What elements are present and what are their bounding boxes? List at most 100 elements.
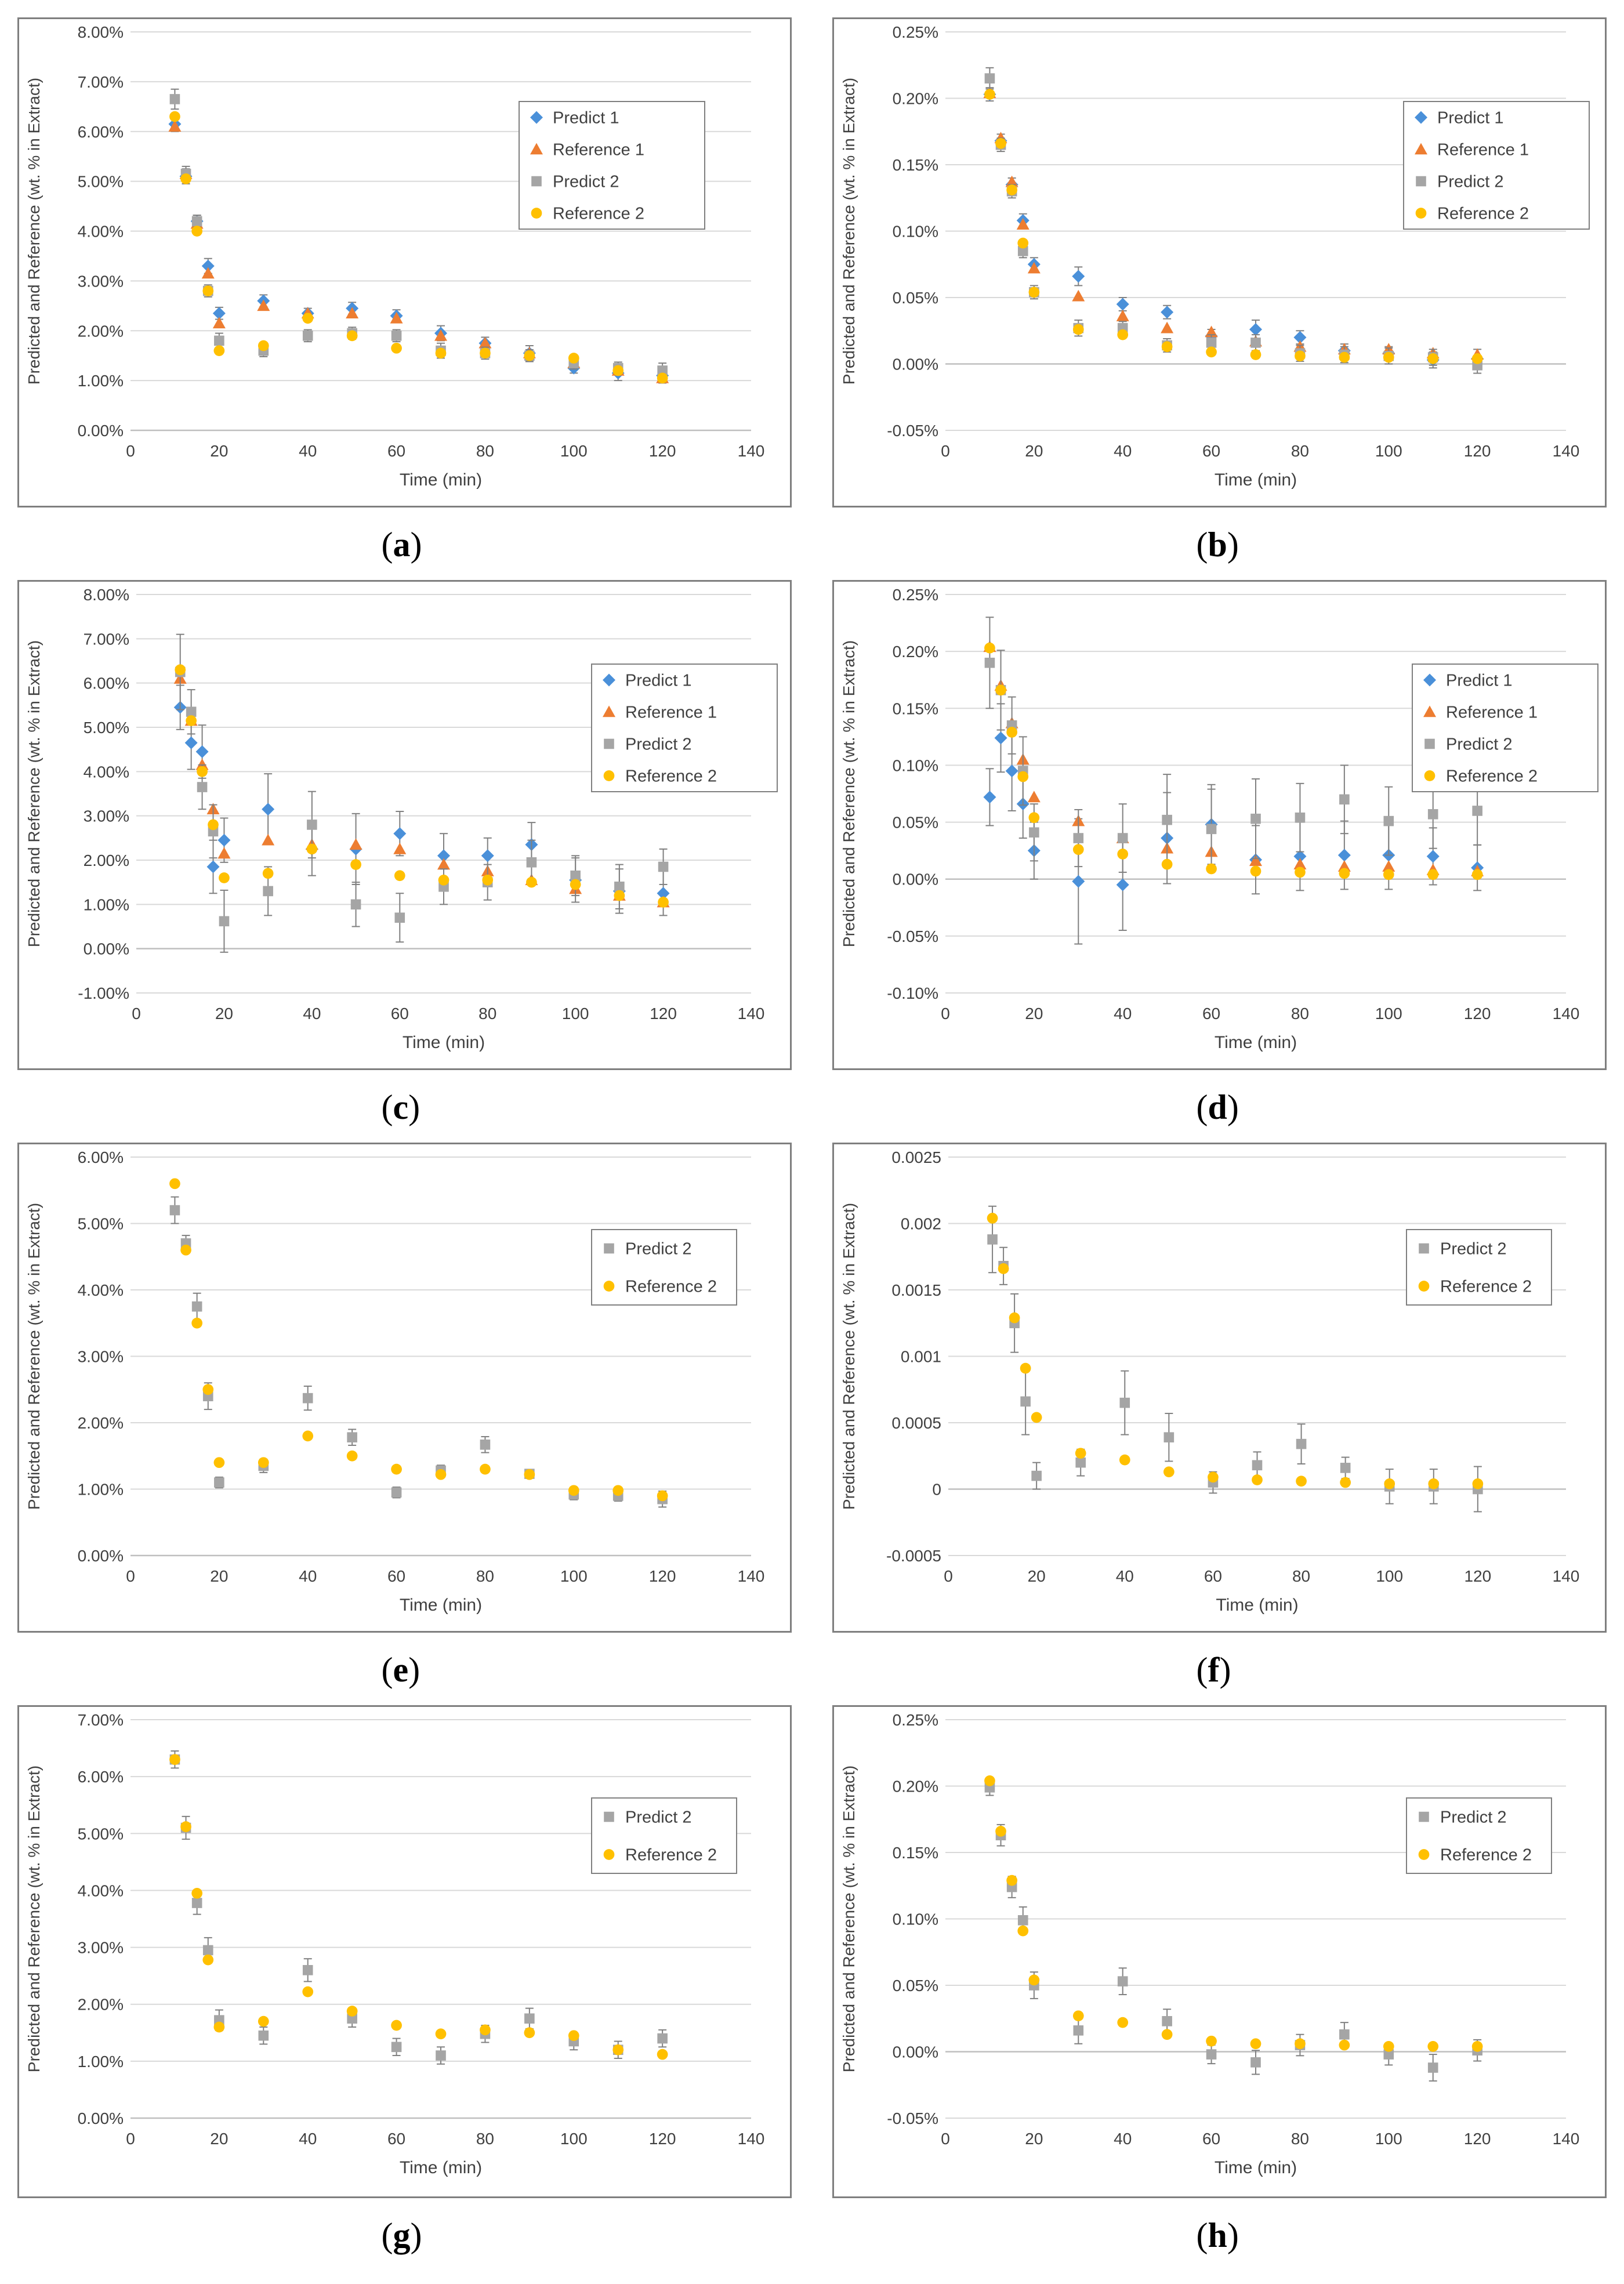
caption-paren: ) <box>410 2216 422 2254</box>
legend-marker <box>1415 111 1427 124</box>
y-tick-label: 8.00% <box>84 586 129 604</box>
data-point <box>526 876 537 888</box>
data-point <box>438 875 449 886</box>
x-tick-label: 100 <box>562 1005 589 1023</box>
legend-label: Predict 2 <box>553 173 619 191</box>
data-point <box>1072 2010 1084 2022</box>
data-point <box>1206 346 1217 358</box>
data-point <box>612 2044 624 2055</box>
legend-box <box>1406 1797 1552 1874</box>
x-tick-label: 40 <box>1114 1005 1132 1023</box>
y-axis-title: Predicted and Reference (wt. % in Extrac… <box>25 1765 43 2072</box>
data-point <box>195 745 209 758</box>
data-point <box>1117 833 1128 843</box>
x-tick-label: 60 <box>387 2130 405 2148</box>
data-point <box>213 1457 225 1469</box>
data-point <box>1119 1397 1130 1408</box>
x-tick-label: 140 <box>738 2130 765 2148</box>
y-tick-label: 0.00% <box>78 422 124 440</box>
y-tick-label: 3.00% <box>84 807 129 825</box>
legend-marker <box>1419 1243 1429 1254</box>
x-tick-label: 60 <box>387 1567 405 1585</box>
data-point <box>391 342 402 354</box>
y-tick-label: 0.05% <box>893 289 938 307</box>
x-tick-label: 120 <box>649 2130 676 2148</box>
y-tick-label: 7.00% <box>78 1711 124 1729</box>
x-tick-label: 100 <box>560 442 588 460</box>
legend-label: Reference 2 <box>625 1846 717 1865</box>
data-point <box>1117 329 1129 340</box>
y-tick-label: 4.00% <box>78 223 124 241</box>
data-point <box>202 1954 214 1966</box>
legend-box <box>519 101 705 230</box>
data-point <box>346 1450 358 1462</box>
y-tick-label: 6.00% <box>78 123 124 141</box>
data-point <box>346 330 358 342</box>
data-point <box>435 347 447 359</box>
data-point <box>1250 2057 1261 2068</box>
chart-panel-e: 0.00% 1.00% 2.00% 3.00% 4.00% 5.00% 6.00% 0 20 40… <box>17 1143 792 1633</box>
data-point <box>393 827 407 840</box>
x-tick-label: 20 <box>215 1005 233 1023</box>
data-point <box>302 1393 313 1404</box>
legend: Predict 2 Reference 2 <box>1406 1229 1552 1306</box>
data-point <box>1471 353 1483 364</box>
data-point <box>347 1432 357 1442</box>
x-tick-label: 60 <box>1202 1005 1220 1023</box>
x-tick-label: 120 <box>1464 2130 1491 2148</box>
x-axis-title: Time (min) <box>400 470 482 490</box>
chart-panel-b: -0.05% 0.00% 0.05% 0.10% 0.15% 0.20% 0.25% 0 20 4… <box>832 17 1607 507</box>
panel-caption: (h) <box>1197 2216 1239 2256</box>
y-tick-label: 0.05% <box>893 814 938 832</box>
x-tick-label: 40 <box>1116 1567 1134 1585</box>
data-point <box>1296 1438 1307 1449</box>
x-tick-label: 140 <box>1553 442 1580 460</box>
data-point <box>347 2013 357 2024</box>
caption-paren: ) <box>410 525 422 564</box>
legend-marker <box>1423 705 1436 717</box>
legend-label: Predict 2 <box>1437 173 1503 191</box>
y-tick-label: 0.00% <box>893 2043 938 2061</box>
data-point <box>306 843 318 855</box>
data-point <box>180 1821 191 1832</box>
y-tick-label: 4.00% <box>78 1881 124 1899</box>
y-tick-label: 6.00% <box>78 1768 124 1786</box>
data-point <box>394 870 405 882</box>
data-point <box>657 2033 668 2044</box>
data-point <box>1295 867 1306 878</box>
chart-svg: -0.05% 0.00% 0.05% 0.10% 0.15% 0.20% 0.25% 0 20 4… <box>840 1711 1579 2177</box>
y-tick-label: 0.00% <box>78 2109 124 2127</box>
x-tick-label: 20 <box>1025 2130 1043 2148</box>
data-point <box>1072 270 1085 283</box>
chart-frame <box>832 1705 1607 2198</box>
y-tick-label: 1.00% <box>78 372 124 390</box>
data-point <box>393 842 407 854</box>
data-point <box>1075 1448 1086 1459</box>
data-point <box>346 307 359 318</box>
x-tick-label: 100 <box>560 1567 588 1585</box>
data-point <box>1028 1974 1040 1986</box>
data-point <box>214 335 224 346</box>
data-point <box>202 1384 214 1395</box>
data-point <box>258 2015 269 2027</box>
chart-svg: 0.00% 1.00% 2.00% 3.00% 4.00% 5.00% 6.00% 0 20 40… <box>25 1148 764 1615</box>
chart-svg: -1.00% 0.00% 1.00% 2.00% 3.00% 4.00% 5.00% 6.00… <box>25 586 778 1052</box>
data-point <box>1383 2040 1394 2052</box>
data-point <box>1117 849 1129 860</box>
data-point <box>175 664 186 676</box>
legend-label: Predict 2 <box>1440 1240 1506 1259</box>
data-point <box>169 94 180 104</box>
data-point <box>258 2030 269 2041</box>
caption-paren: ) <box>1227 2216 1239 2254</box>
x-tick-label: 80 <box>478 1005 496 1023</box>
y-tick-label: 5.00% <box>78 1825 124 1843</box>
data-point <box>1072 875 1085 888</box>
legend-label: Reference 2 <box>553 205 644 223</box>
series-reference-2 <box>984 89 1483 364</box>
series-predict-1 <box>983 703 1484 945</box>
data-point <box>212 307 226 320</box>
data-point <box>262 803 275 816</box>
data-point <box>1020 1396 1031 1407</box>
x-tick-label: 20 <box>210 2130 228 2148</box>
